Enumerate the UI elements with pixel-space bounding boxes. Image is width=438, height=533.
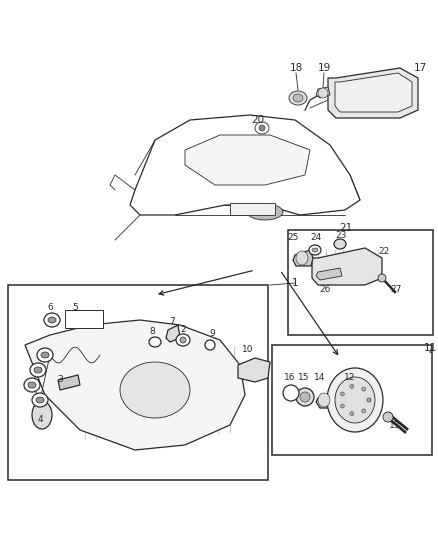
Bar: [230, 203, 275, 215]
Polygon shape: [25, 320, 245, 450]
Text: 24: 24: [311, 233, 321, 243]
Text: 11: 11: [424, 343, 437, 353]
Ellipse shape: [340, 392, 344, 396]
Text: 8: 8: [149, 327, 155, 336]
Text: 17: 17: [413, 63, 427, 73]
Ellipse shape: [312, 248, 318, 252]
Text: 23: 23: [336, 231, 347, 240]
Ellipse shape: [37, 348, 53, 362]
Ellipse shape: [350, 411, 354, 416]
Ellipse shape: [41, 352, 49, 358]
Ellipse shape: [176, 334, 190, 346]
Text: 7: 7: [169, 318, 175, 327]
Ellipse shape: [149, 337, 161, 347]
Bar: [8, 285, 268, 480]
Bar: [288, 230, 433, 335]
Text: 16: 16: [284, 374, 296, 383]
Text: 15: 15: [298, 374, 310, 383]
Ellipse shape: [318, 88, 328, 98]
Ellipse shape: [30, 363, 46, 377]
Ellipse shape: [36, 397, 44, 403]
Ellipse shape: [120, 362, 190, 418]
Ellipse shape: [283, 385, 299, 401]
Polygon shape: [312, 248, 382, 285]
Polygon shape: [185, 135, 310, 185]
Ellipse shape: [296, 388, 314, 406]
Ellipse shape: [24, 378, 40, 392]
Text: 3: 3: [57, 376, 63, 384]
Ellipse shape: [289, 91, 307, 105]
Text: 19: 19: [318, 63, 331, 73]
Polygon shape: [293, 250, 313, 266]
Ellipse shape: [378, 274, 386, 282]
Bar: [272, 345, 432, 455]
Text: 9: 9: [209, 329, 215, 338]
Ellipse shape: [247, 204, 283, 220]
Ellipse shape: [362, 387, 366, 391]
Ellipse shape: [48, 317, 56, 323]
Ellipse shape: [32, 393, 48, 407]
Ellipse shape: [334, 239, 346, 249]
Polygon shape: [130, 115, 360, 215]
Ellipse shape: [383, 412, 393, 422]
Polygon shape: [316, 268, 342, 280]
Text: 13: 13: [389, 421, 401, 430]
Text: 10: 10: [242, 345, 254, 354]
Ellipse shape: [34, 367, 42, 373]
Ellipse shape: [44, 313, 60, 327]
Polygon shape: [335, 73, 412, 112]
Text: 6: 6: [47, 303, 53, 312]
Bar: [65, 310, 103, 328]
Ellipse shape: [300, 392, 310, 402]
Ellipse shape: [309, 245, 321, 255]
Text: 25: 25: [287, 233, 299, 243]
Text: 18: 18: [290, 63, 303, 73]
Polygon shape: [316, 87, 330, 98]
Text: 12: 12: [344, 374, 356, 383]
Ellipse shape: [28, 382, 36, 388]
Text: 5: 5: [72, 303, 78, 312]
Ellipse shape: [32, 401, 52, 429]
Ellipse shape: [367, 398, 371, 402]
Ellipse shape: [335, 377, 375, 423]
Ellipse shape: [327, 368, 383, 432]
Text: 2: 2: [180, 326, 186, 335]
Text: 21: 21: [339, 223, 353, 233]
Polygon shape: [58, 375, 80, 390]
Ellipse shape: [205, 340, 215, 350]
Ellipse shape: [318, 393, 330, 407]
Text: 4: 4: [37, 416, 43, 424]
Ellipse shape: [367, 398, 371, 402]
Text: 22: 22: [378, 247, 390, 256]
Ellipse shape: [180, 337, 186, 343]
Text: 1: 1: [292, 278, 298, 288]
Ellipse shape: [296, 251, 308, 265]
Polygon shape: [316, 392, 336, 408]
Polygon shape: [166, 325, 180, 342]
Ellipse shape: [259, 125, 265, 131]
Ellipse shape: [293, 94, 303, 102]
Ellipse shape: [340, 404, 344, 408]
Polygon shape: [238, 358, 270, 382]
Ellipse shape: [255, 122, 269, 134]
Polygon shape: [328, 68, 418, 118]
Text: 26: 26: [319, 286, 331, 295]
Text: 14: 14: [314, 374, 326, 383]
Ellipse shape: [350, 384, 354, 389]
Ellipse shape: [362, 409, 366, 413]
Text: 27: 27: [390, 286, 402, 295]
Text: 20: 20: [251, 115, 265, 125]
